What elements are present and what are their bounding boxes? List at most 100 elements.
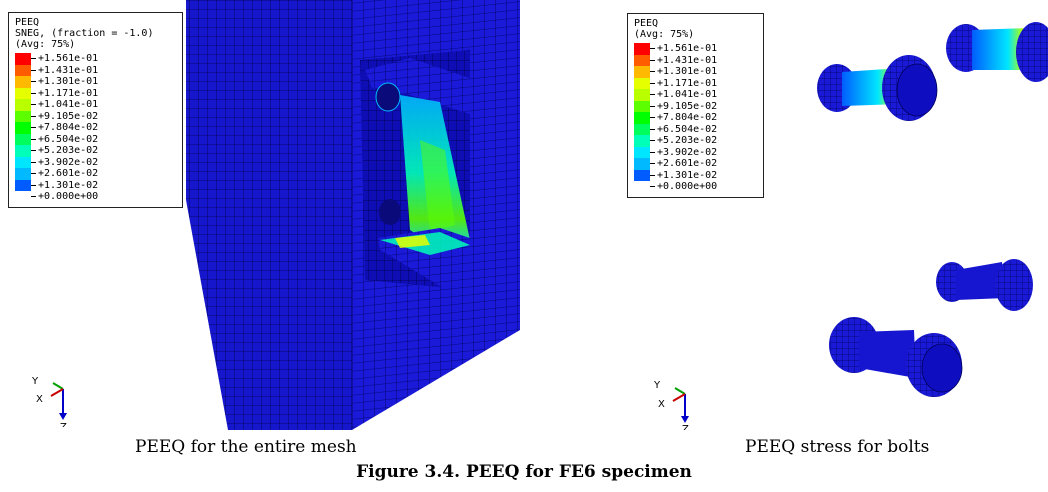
legend-title: PEEQ (634, 18, 659, 29)
legend-value: +1.561e-01 (38, 53, 99, 65)
axis-z-label: Z (60, 422, 67, 427)
legend-row: +1.171e-01 (15, 87, 176, 99)
legend-row: +3.902e-02 (15, 156, 176, 168)
legend-tick (650, 151, 655, 153)
legend-avg: (Avg: 75%) (634, 29, 695, 40)
axis-y-label: Y (31, 376, 39, 387)
legend-tick (650, 186, 655, 188)
legend-value: +1.431e-01 (38, 64, 99, 76)
legend-swatch (634, 43, 650, 55)
legend-swatch (634, 169, 650, 181)
legend-value: +3.902e-02 (38, 156, 99, 168)
legend-swatch (15, 122, 31, 134)
mesh-render-bolts (817, 22, 1048, 397)
legend-tick (31, 173, 36, 175)
legend-tick (31, 150, 36, 152)
legend-value: +6.504e-02 (657, 123, 718, 135)
panel-bolts: PEEQ (Avg: 75%) +1.561e-01 +1.431e-01 +1.3… (524, 0, 1048, 430)
legend-tick (650, 71, 655, 73)
legend-tick (650, 59, 655, 61)
legend-row: +1.301e-01 (634, 66, 757, 78)
legend-tick (650, 82, 655, 84)
legend-row: +7.804e-02 (634, 112, 757, 124)
legend-row: +1.171e-01 (634, 77, 757, 89)
legend-tick (650, 94, 655, 96)
bolt-4 (829, 317, 963, 397)
legend-scale: +1.561e-01 +1.431e-01 +1.301e-01 +1.171e-01… (634, 43, 757, 193)
legend-value: +2.601e-02 (38, 168, 99, 180)
legend-value: +3.902e-02 (657, 146, 718, 158)
legend-row: +6.504e-02 (15, 133, 176, 145)
legend-swatch (15, 76, 31, 88)
legend-swatch (634, 112, 650, 124)
legend-tick (650, 163, 655, 165)
legend-value: +1.561e-01 (657, 43, 718, 55)
caption-bolts: PEEQ stress for bolts (745, 437, 930, 457)
beam-top-flange (365, 58, 520, 130)
legend-value: +1.171e-01 (657, 77, 718, 89)
legend-tick (31, 81, 36, 83)
legend-swatch (634, 135, 650, 147)
panel-entire-mesh: PEEQ SNEG, (fraction = -1.0) (Avg: 75%) … (0, 0, 522, 430)
legend-value: +2.601e-02 (657, 158, 718, 170)
legend-tick (31, 138, 36, 140)
legend-value: +1.431e-01 (657, 54, 718, 66)
legend-swatch (15, 179, 31, 191)
axis-x-label: X (658, 399, 665, 410)
legend-swatch (634, 123, 650, 135)
legend-row: +1.041e-01 (634, 89, 757, 101)
legend-entire-mesh: PEEQ SNEG, (fraction = -1.0) (Avg: 75%) … (8, 12, 183, 208)
legend-tick (31, 161, 36, 163)
axis-x-label: X (36, 394, 43, 405)
bolt-head-top (375, 82, 401, 112)
legend-row: +5.203e-02 (15, 145, 176, 157)
legend-tick (31, 184, 36, 186)
legend-swatch (634, 77, 650, 89)
legend-tick (650, 128, 655, 130)
legend-row: +9.105e-02 (15, 110, 176, 122)
legend-value: +6.504e-02 (38, 133, 99, 145)
legend-value: +5.203e-02 (38, 145, 99, 157)
legend-row: +0.000e+00 (15, 191, 176, 203)
legend-value: +9.105e-02 (38, 110, 99, 122)
legend-tick (31, 104, 36, 106)
bolt-1 (817, 55, 938, 121)
legend-swatch (15, 110, 31, 122)
legend-value: +5.203e-02 (657, 135, 718, 147)
legend-swatch (634, 66, 650, 78)
legend-avg: (Avg: 75%) (15, 39, 76, 50)
legend-tick (650, 48, 655, 50)
legend-swatch (634, 146, 650, 158)
legend-swatch (634, 89, 650, 101)
column-face (186, 0, 352, 430)
legend-value: +1.041e-01 (657, 89, 718, 101)
legend-row: +1.301e-02 (634, 169, 757, 181)
legend-tick (31, 58, 36, 60)
legend-row: +1.301e-01 (15, 76, 176, 88)
legend-tick (650, 140, 655, 142)
legend-tick (650, 174, 655, 176)
legend-subtitle: SNEG, (fraction = -1.0) (15, 28, 154, 39)
legend-value: +1.301e-02 (657, 169, 718, 181)
legend-row: +6.504e-02 (634, 123, 757, 135)
legend-value: +1.301e-01 (38, 76, 99, 88)
legend-swatch (15, 64, 31, 76)
legend-value: +7.804e-02 (38, 122, 99, 134)
legend-row: +9.105e-02 (634, 100, 757, 112)
legend-row: +2.601e-02 (634, 158, 757, 170)
legend-tick (31, 115, 36, 117)
axis-triad-entire: Y X Z (31, 376, 67, 427)
legend-swatch (15, 53, 31, 65)
legend-row: +1.561e-01 (634, 43, 757, 55)
axis-y-label: Y (653, 380, 661, 391)
legend-swatch (15, 156, 31, 168)
bolt-2 (946, 22, 1048, 82)
legend-tick (31, 127, 36, 129)
legend-tick (650, 105, 655, 107)
legend-value: +9.105e-02 (657, 100, 718, 112)
legend-swatch (634, 158, 650, 170)
legend-row: +1.561e-01 (15, 53, 176, 65)
legend-swatch (15, 87, 31, 99)
legend-value: +0.000e+00 (38, 191, 99, 203)
legend-value: +1.301e-01 (657, 66, 718, 78)
